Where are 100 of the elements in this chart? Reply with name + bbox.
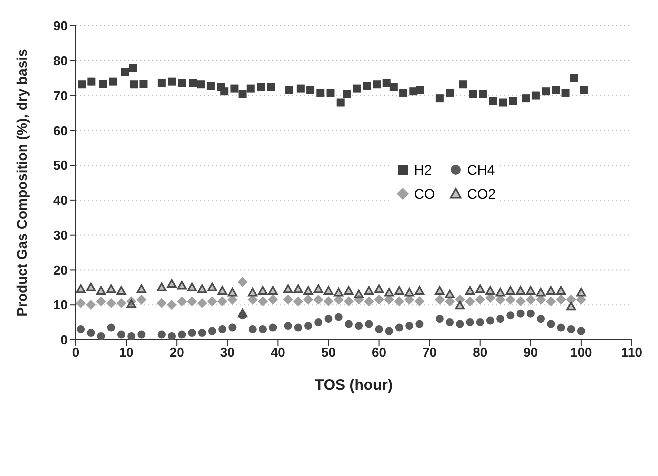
x-tick-label: 10 — [119, 345, 134, 360]
y-tick-label: 90 — [54, 18, 68, 34]
point — [537, 315, 546, 324]
point — [304, 286, 314, 295]
point — [256, 83, 265, 92]
point — [344, 286, 354, 295]
point — [268, 294, 278, 305]
point — [459, 80, 468, 89]
point — [373, 80, 382, 89]
point — [516, 286, 526, 295]
y-tick-label: 40 — [54, 193, 68, 208]
point — [532, 92, 540, 100]
point — [140, 80, 148, 88]
x-tick-label: 20 — [170, 345, 184, 360]
point — [334, 288, 344, 297]
point — [168, 78, 176, 86]
point — [294, 284, 304, 294]
x-tick-label: 90 — [524, 345, 538, 360]
point — [547, 320, 556, 328]
point — [117, 330, 126, 339]
y-axis-title: Product Gas Composition (%), dry basis — [14, 48, 30, 317]
point — [516, 310, 525, 318]
point — [314, 294, 324, 305]
point — [485, 293, 496, 304]
point — [577, 327, 586, 336]
point — [576, 294, 586, 305]
point — [106, 298, 116, 308]
point — [486, 286, 496, 295]
point — [566, 302, 576, 311]
point — [208, 327, 216, 336]
point — [536, 288, 546, 297]
point — [353, 84, 362, 93]
point — [208, 282, 218, 292]
point — [382, 79, 391, 88]
point — [187, 296, 198, 307]
point — [455, 294, 466, 305]
point — [228, 324, 237, 332]
point — [106, 284, 116, 294]
legend-label: CO2 — [467, 186, 496, 202]
y-tick-label: 80 — [54, 54, 68, 69]
point — [269, 324, 278, 332]
point — [476, 284, 486, 294]
point — [400, 88, 408, 97]
point — [336, 98, 345, 107]
point — [552, 86, 560, 94]
point — [177, 281, 187, 290]
point — [455, 301, 465, 310]
point — [526, 310, 535, 318]
point — [267, 83, 276, 92]
point — [354, 294, 364, 305]
point — [218, 286, 228, 295]
point — [76, 284, 86, 294]
point — [384, 288, 394, 297]
point — [506, 312, 515, 320]
x-tick-label: 100 — [570, 345, 592, 360]
point — [456, 320, 464, 328]
point — [248, 288, 258, 297]
point — [228, 288, 238, 297]
point — [167, 279, 177, 288]
point — [136, 284, 147, 294]
point — [469, 90, 478, 98]
point — [76, 298, 86, 308]
point — [238, 277, 248, 288]
point — [542, 88, 550, 96]
point — [107, 324, 116, 332]
point — [394, 286, 404, 295]
point — [363, 82, 372, 90]
point — [178, 79, 186, 88]
point — [526, 286, 536, 295]
point — [97, 332, 106, 340]
point — [445, 290, 455, 298]
point — [476, 318, 484, 327]
y-tick-label: 70 — [54, 88, 68, 104]
x-tick-label: 70 — [422, 345, 438, 360]
point — [198, 329, 206, 338]
point — [316, 88, 325, 97]
legend-label: H2 — [414, 162, 432, 178]
point — [496, 315, 505, 324]
point — [390, 83, 398, 92]
point — [465, 286, 476, 295]
x-axis-title: TOS (hour) — [314, 377, 394, 394]
point — [86, 282, 96, 292]
point — [404, 288, 414, 297]
point — [138, 330, 146, 339]
point — [116, 298, 126, 308]
point — [365, 320, 374, 328]
point — [499, 98, 508, 107]
point — [522, 94, 530, 103]
point — [96, 296, 106, 307]
legend-label: CH4 — [467, 162, 496, 178]
point — [126, 300, 136, 308]
point — [479, 90, 488, 98]
point — [562, 88, 570, 97]
point — [557, 324, 566, 332]
point — [178, 330, 186, 339]
point — [294, 324, 302, 332]
point — [296, 84, 305, 93]
point — [509, 97, 518, 106]
point — [406, 322, 414, 330]
point — [364, 296, 374, 307]
